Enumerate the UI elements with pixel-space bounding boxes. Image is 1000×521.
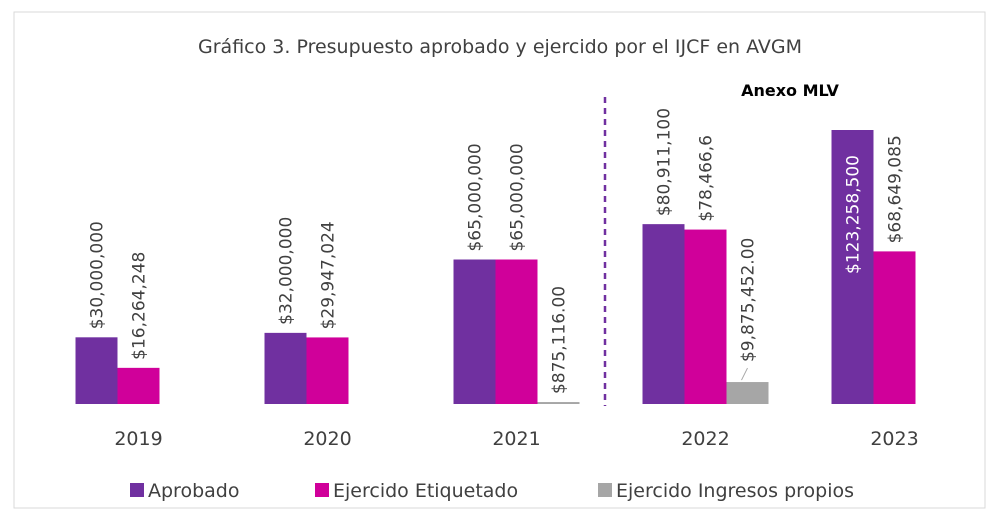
- legend-label: Aprobado: [148, 480, 239, 502]
- bar: [306, 337, 349, 404]
- legend-swatch: [598, 483, 612, 497]
- data-label: $80,911,100: [655, 108, 675, 216]
- legend-swatch: [130, 483, 144, 497]
- annotation: Anexo MLV: [741, 81, 839, 100]
- legend-label: Ejercido Ingresos propios: [616, 480, 854, 502]
- data-label: $65,000,000: [508, 143, 528, 251]
- data-label: $65,000,000: [466, 143, 486, 251]
- legend-label: Ejercido Etiquetado: [333, 480, 518, 502]
- bar: [831, 130, 874, 404]
- chart-title: Gráfico 3. Presupuesto aprobado y ejerci…: [198, 36, 802, 58]
- data-label: $123,258,500: [844, 155, 864, 274]
- leader-line: [741, 367, 748, 381]
- bar: [726, 382, 769, 404]
- data-label: $16,264,248: [130, 252, 150, 360]
- bar: [873, 251, 916, 404]
- bar: [264, 332, 307, 404]
- x-tick-label: 2019: [114, 428, 162, 450]
- data-label: $875,116.00: [550, 286, 570, 394]
- bar: [453, 259, 496, 404]
- bar: [642, 224, 685, 404]
- bar: [495, 259, 538, 404]
- bar: [537, 402, 580, 404]
- data-label: $78,466,6: [697, 135, 717, 222]
- legend-swatch: [315, 483, 329, 497]
- x-tick-label: 2021: [492, 428, 540, 450]
- data-label: $68,649,085: [886, 135, 906, 243]
- bar: [117, 367, 160, 404]
- x-tick-label: 2020: [303, 428, 351, 450]
- x-tick-label: 2022: [681, 428, 729, 450]
- data-label: $9,875,452.00: [739, 238, 759, 362]
- data-label: $30,000,000: [88, 221, 108, 329]
- data-label: $32,000,000: [277, 217, 297, 325]
- bar: [75, 337, 118, 404]
- bar: [684, 229, 727, 404]
- data-label: $29,947,024: [319, 221, 339, 329]
- x-tick-label: 2023: [870, 428, 918, 450]
